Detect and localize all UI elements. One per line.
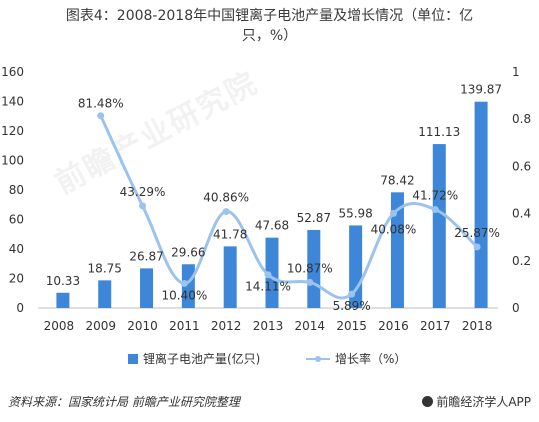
y-left-tick-label: 160 <box>1 65 24 79</box>
bar <box>140 268 154 308</box>
y-left-tick-label: 0 <box>16 301 24 315</box>
line-value-label: 40.86% <box>203 191 249 205</box>
x-tick-label: 2014 <box>295 319 326 333</box>
x-tick-label: 2016 <box>378 319 409 333</box>
growth-rate-point <box>389 209 397 217</box>
x-tick-label: 2008 <box>44 319 75 333</box>
growth-rate-point <box>473 243 481 251</box>
bar-value-label: 41.78 <box>213 227 247 241</box>
legend-line-label: 增长率（%） <box>335 352 407 366</box>
y-left-tick-label: 120 <box>1 124 24 138</box>
y-left-tick-label: 100 <box>1 154 24 168</box>
bar-value-label: 26.87 <box>129 249 163 263</box>
growth-rate-point <box>264 271 272 279</box>
growth-rate-point <box>97 112 105 120</box>
legend-bar-swatch <box>128 354 138 364</box>
legend-line-swatch <box>306 354 330 364</box>
chart-title-line1: 图表4：2008-2018年中国锂离子电池产量及增长情况（单位：亿 <box>65 8 474 24</box>
legend-bar-label: 锂离子电池产量(亿只) <box>143 352 261 366</box>
growth-rate-point <box>431 206 439 214</box>
bar-value-label: 111.13 <box>418 125 460 139</box>
line-value-label: 10.87% <box>287 261 333 275</box>
x-tick-label: 2012 <box>211 319 242 333</box>
bar <box>474 101 488 309</box>
bar <box>307 230 321 308</box>
legend-item-line: 增长率（%） <box>306 350 406 367</box>
x-tick-label: 2009 <box>85 319 116 333</box>
brand-label: 前瞻经济学人APP <box>422 393 531 410</box>
line-value-label: 41.72% <box>412 189 458 203</box>
line-value-label: 10.40% <box>161 288 207 302</box>
chart-title-line2: 只，%） <box>241 28 298 44</box>
bar-value-label: 10.33 <box>46 274 80 288</box>
y-right-tick-label: 0 <box>512 301 520 315</box>
growth-rate-point <box>222 208 230 216</box>
bar <box>223 246 237 308</box>
bar-value-label: 78.42 <box>380 173 414 187</box>
bar-value-label: 55.98 <box>338 206 372 220</box>
growth-rate-point <box>180 279 188 287</box>
growth-rate-point <box>139 202 147 210</box>
bar-value-label: 52.87 <box>297 211 331 225</box>
bar-value-label: 139.87 <box>460 83 502 97</box>
x-tick-label: 2010 <box>127 319 158 333</box>
legend-item-bar: 锂离子电池产量(亿只) <box>128 350 260 367</box>
line-value-label: 5.89% <box>333 299 371 313</box>
y-left-tick-label: 60 <box>9 213 24 227</box>
bar <box>181 264 195 308</box>
bar <box>265 237 279 308</box>
y-left-tick-label: 80 <box>9 183 24 197</box>
growth-rate-point <box>306 278 314 286</box>
x-tick-label: 2015 <box>336 319 367 333</box>
y-right-tick-label: 0.2 <box>512 254 531 268</box>
x-tick-label: 2011 <box>169 319 200 333</box>
y-left-tick-label: 20 <box>9 272 24 286</box>
y-right-tick-label: 0.6 <box>512 159 531 173</box>
x-tick-label: 2017 <box>420 319 451 333</box>
bar <box>432 144 446 308</box>
growth-rate-point <box>348 290 356 298</box>
source-note: 资料来源：国家统计局 前瞻产业研究院整理 <box>8 395 240 409</box>
bar-value-label: 47.68 <box>255 219 289 233</box>
y-right-tick-label: 0.8 <box>512 112 531 126</box>
line-value-label: 81.48% <box>78 97 124 111</box>
y-left-tick-label: 140 <box>1 95 24 109</box>
y-left-tick-label: 40 <box>9 242 24 256</box>
line-value-label: 14.11% <box>245 280 291 294</box>
line-value-label: 25.87% <box>454 226 500 240</box>
line-value-label: 40.08% <box>371 222 417 236</box>
bar <box>390 192 404 308</box>
y-right-tick-label: 0.4 <box>512 207 531 221</box>
bar-value-label: 18.75 <box>88 261 122 275</box>
x-tick-label: 2018 <box>462 319 493 333</box>
bar <box>98 280 112 308</box>
chart-title: 图表4：2008-2018年中国锂离子电池产量及增长情况（单位：亿 只，%） <box>0 6 539 46</box>
bar <box>56 292 70 308</box>
brand-logo-icon <box>422 396 434 407</box>
x-tick-label: 2013 <box>253 319 284 333</box>
y-right-tick-label: 1 <box>512 65 520 79</box>
brand-text: 前瞻经济学人APP <box>436 395 531 409</box>
bar-value-label: 29.66 <box>171 245 205 259</box>
line-value-label: 43.29% <box>120 185 166 199</box>
